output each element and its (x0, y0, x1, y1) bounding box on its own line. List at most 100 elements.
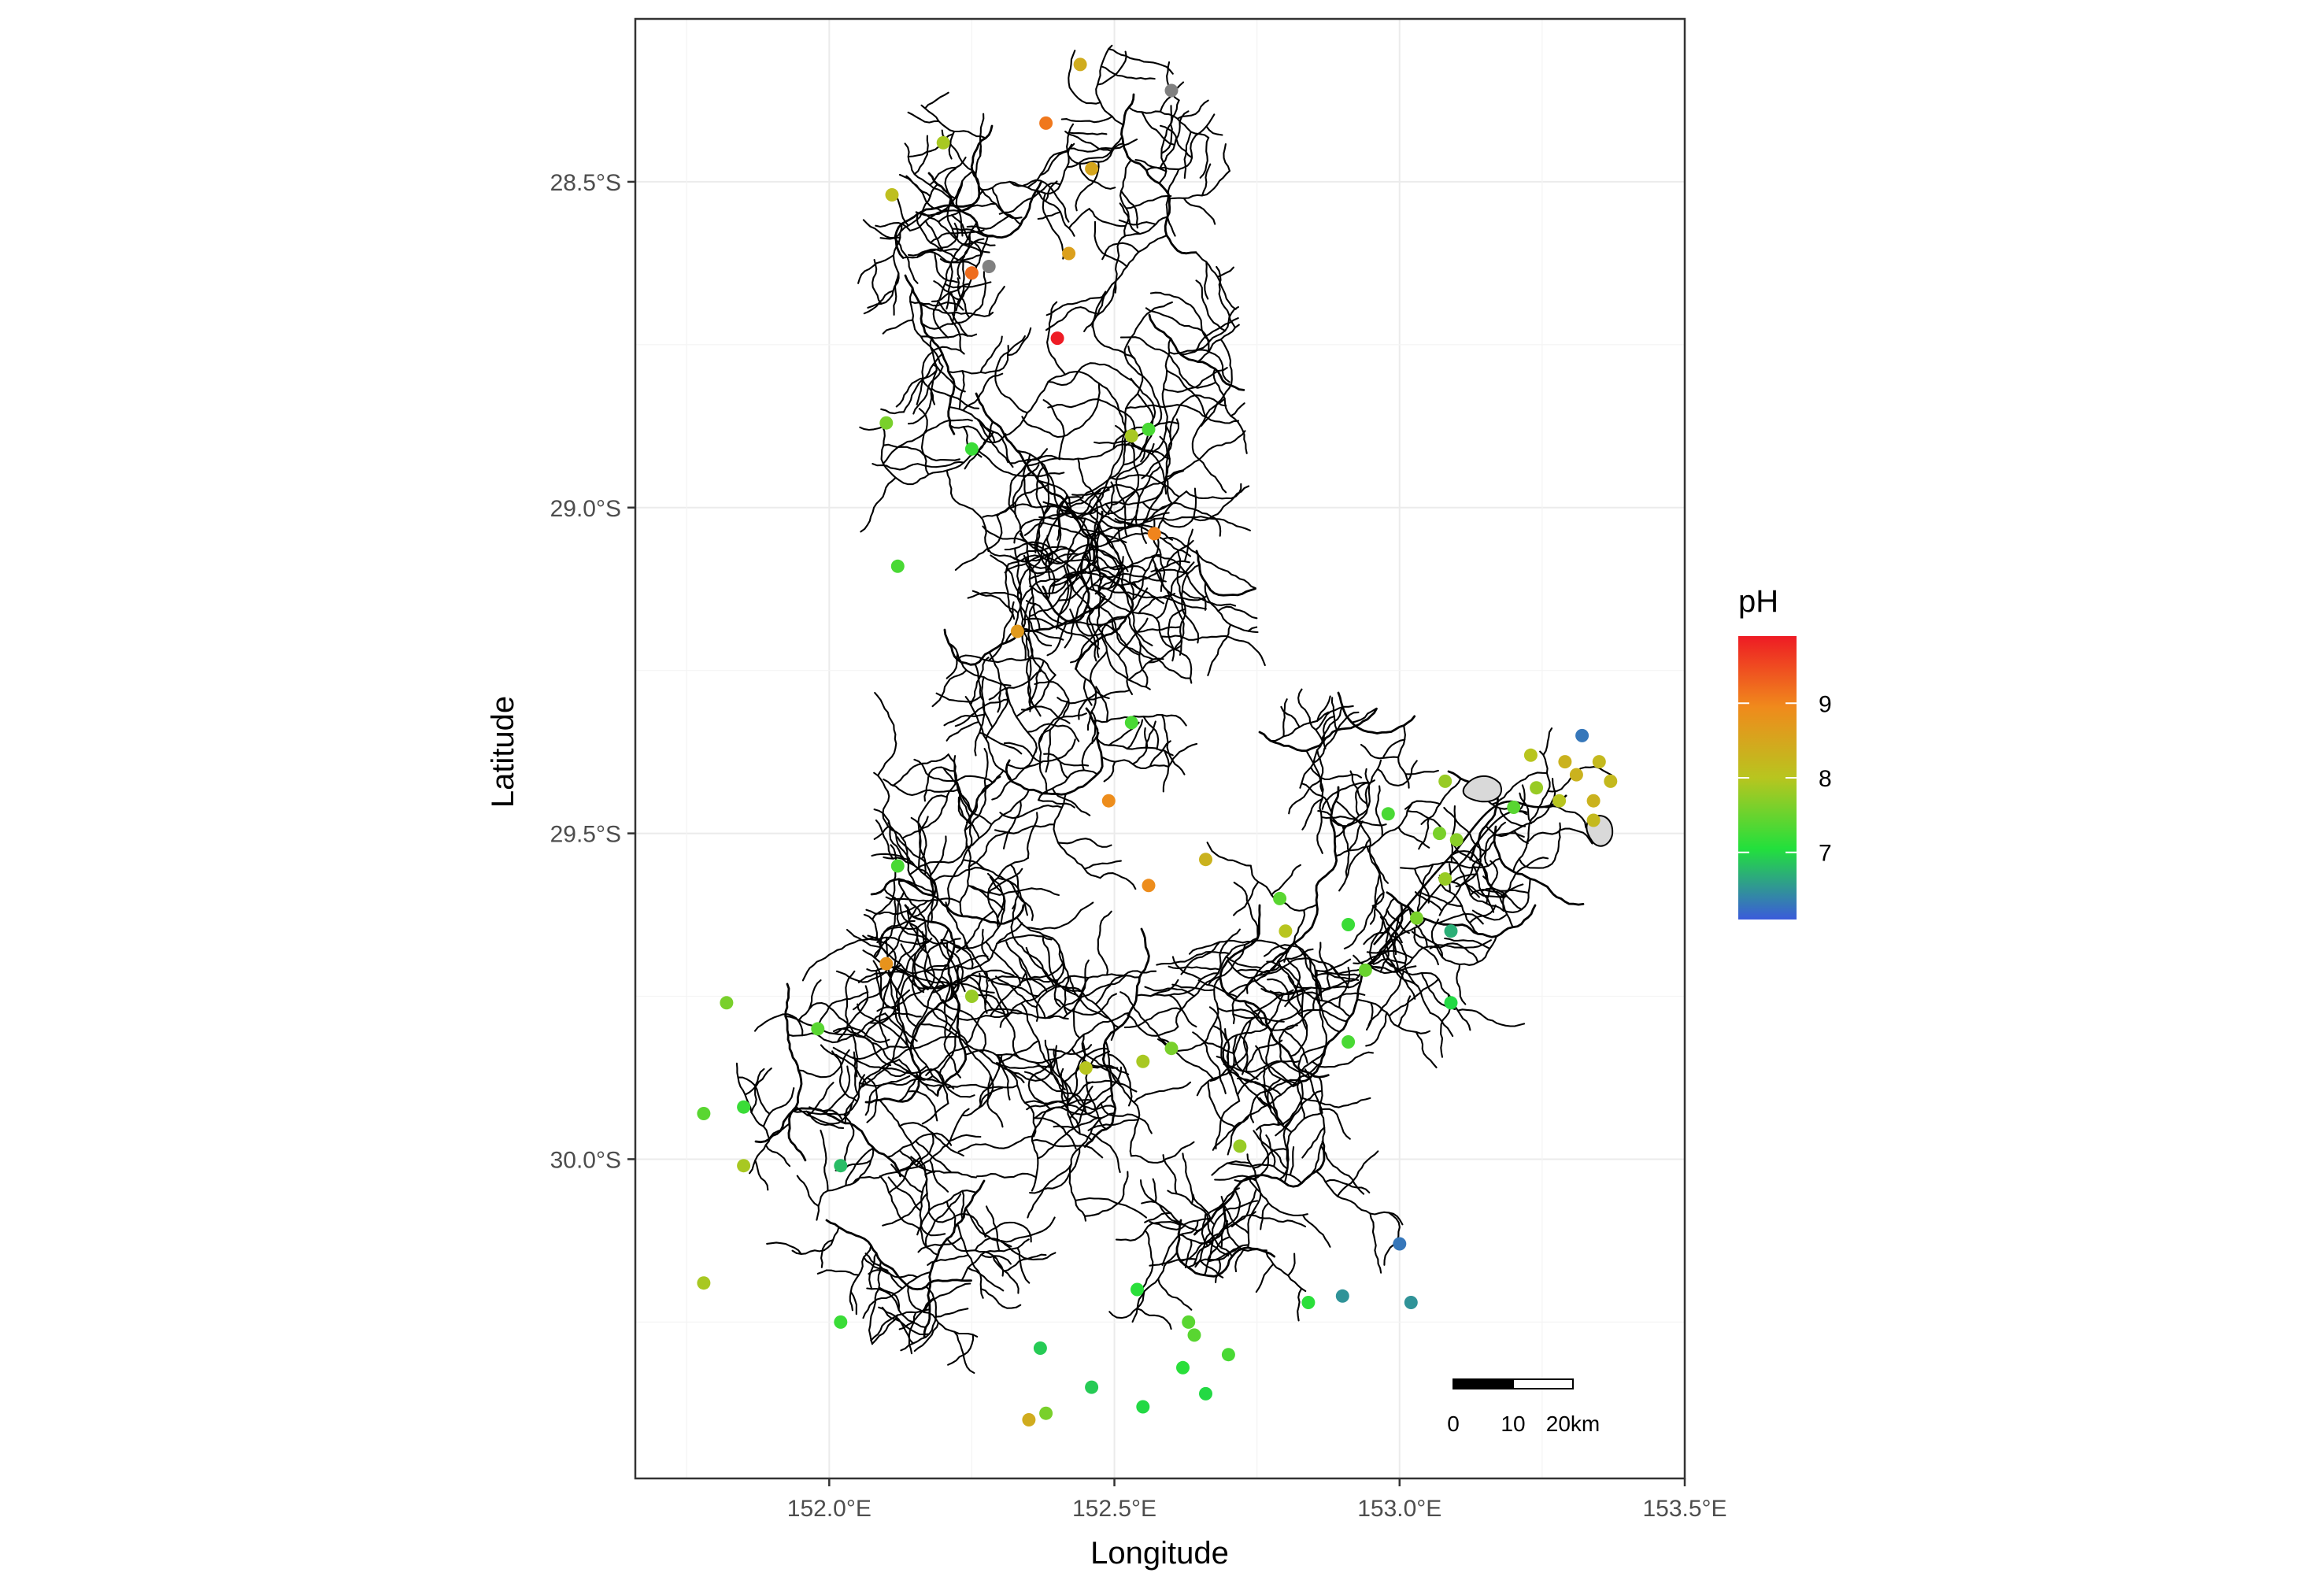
sample-point (964, 266, 979, 280)
sample-point (982, 260, 996, 273)
sample-point (1136, 1400, 1150, 1414)
y-tick-label: 29.0°S (550, 496, 621, 522)
sample-point (890, 559, 905, 573)
sample-point (1039, 116, 1053, 130)
main-channel-bank (1385, 810, 1528, 953)
river-network (735, 44, 1613, 1375)
sample-point (1033, 1341, 1047, 1355)
scale-bar-segment-white (1512, 1378, 1574, 1389)
x-axis: 152.0°E 152.5°E 153.0°E 153.5°E (787, 1478, 1727, 1522)
sample-point (1010, 624, 1024, 638)
legend-ticks: 9 8 7 (1738, 691, 1832, 867)
scale-bar-label-10: 10 (1501, 1412, 1525, 1436)
scale-bar: 0 10 20km (1447, 1378, 1600, 1436)
sample-point (1124, 716, 1138, 730)
sample-point (1142, 422, 1156, 436)
sample-point (1586, 813, 1601, 827)
y-tick-label: 28.5°S (550, 170, 621, 196)
sample-point (1279, 924, 1293, 938)
sample-point (885, 188, 899, 202)
sample-point (811, 1022, 825, 1036)
sample-point (1050, 331, 1064, 346)
estuary-polygons (1373, 775, 1614, 953)
sample-point (1187, 1328, 1201, 1342)
sample-point (1039, 1406, 1053, 1420)
sample-point (1341, 918, 1356, 931)
sample-point (1124, 429, 1138, 443)
sample-point (1176, 1360, 1190, 1375)
sample-point (1523, 748, 1538, 762)
sample-point (697, 1276, 711, 1290)
legend-tick-label: 9 (1819, 691, 1832, 717)
sample-point (1199, 853, 1212, 867)
x-tick-label: 152.0°E (787, 1496, 872, 1522)
scale-bar-label-0: 0 (1447, 1412, 1460, 1436)
sample-point (964, 990, 979, 1003)
sample-point (1335, 1289, 1349, 1303)
y-tick-label: 29.5°S (550, 822, 621, 848)
sample-point (697, 1107, 711, 1120)
legend-tick-label: 7 (1819, 841, 1832, 867)
legend: pH 9 8 7 (1738, 584, 1832, 920)
sample-point (1164, 1042, 1179, 1056)
sample-point (1164, 83, 1179, 98)
sample-point (1449, 833, 1464, 847)
estuary-lake (1462, 775, 1502, 803)
sample-point (936, 135, 950, 150)
sample-point (1393, 1237, 1407, 1251)
sample-point (1085, 1380, 1099, 1394)
sample-point (1433, 827, 1446, 841)
sample-point (720, 996, 734, 1010)
sample-point (1358, 963, 1372, 977)
sample-point (1438, 774, 1452, 788)
sample-point (890, 859, 905, 873)
legend-tick-label: 8 (1819, 766, 1832, 792)
main-channel (1373, 794, 1567, 945)
sample-point (1131, 1282, 1144, 1297)
x-tick-label: 152.5°E (1072, 1496, 1156, 1522)
sample-point (1182, 1315, 1196, 1329)
x-axis-title: Longitude (1090, 1536, 1229, 1571)
sample-point (1575, 728, 1589, 742)
sample-point (1233, 1139, 1247, 1153)
sample-point (1136, 1054, 1150, 1068)
sample-point (1147, 527, 1161, 541)
sample-point (1586, 794, 1601, 808)
scale-bar-label-20km: 20km (1546, 1412, 1600, 1436)
sample-point (1073, 57, 1087, 72)
sample-point (1199, 1386, 1212, 1401)
sample-point (1558, 755, 1572, 769)
sample-point (1444, 924, 1458, 938)
sample-point (1444, 996, 1458, 1010)
sample-point (1101, 794, 1116, 808)
sample-point (1507, 801, 1521, 814)
y-axis: 28.5°S 29.0°S 29.5°S 30.0°S (550, 170, 635, 1173)
x-tick-label: 153.5°E (1642, 1496, 1726, 1522)
sample-point (879, 957, 894, 971)
sample-point (1552, 794, 1567, 808)
sample-point (1142, 879, 1156, 893)
x-tick-label: 153.0°E (1357, 1496, 1441, 1522)
sample-point (1062, 246, 1076, 261)
sample-point (1569, 768, 1583, 782)
sample-point (834, 1315, 848, 1329)
sample-point (1079, 1061, 1093, 1075)
sample-point (879, 416, 894, 430)
plot-panel-border (634, 17, 1686, 1480)
sample-point (1273, 891, 1287, 905)
sample-point (1604, 774, 1618, 788)
sample-point (737, 1159, 751, 1173)
y-axis-title: Latitude (486, 696, 520, 808)
y-tick-label: 30.0°S (550, 1147, 621, 1173)
sample-point (1592, 755, 1606, 769)
sample-point (1341, 1035, 1356, 1049)
sample-point (1301, 1296, 1316, 1309)
sample-point (1221, 1348, 1235, 1362)
sample-point (834, 1159, 848, 1173)
legend-title: pH (1738, 584, 1778, 619)
sample-point (737, 1100, 751, 1114)
sample-point (964, 442, 979, 456)
sample-point (1022, 1413, 1036, 1426)
sample-point (1438, 872, 1452, 886)
